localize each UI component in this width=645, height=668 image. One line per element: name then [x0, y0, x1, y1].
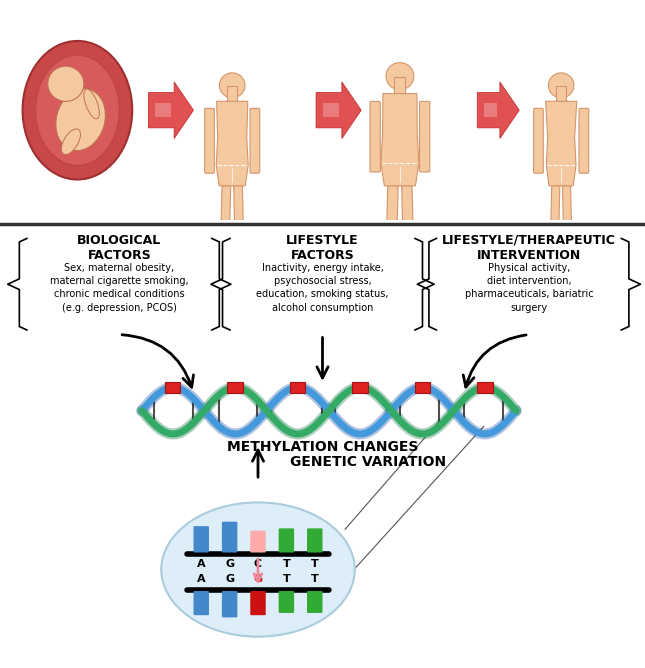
Text: T: T: [311, 574, 319, 584]
FancyBboxPatch shape: [204, 108, 214, 173]
Polygon shape: [148, 82, 193, 138]
Text: LIFESTYLE
FACTORS: LIFESTYLE FACTORS: [286, 234, 359, 263]
Polygon shape: [562, 186, 571, 259]
Text: C: C: [254, 559, 262, 569]
FancyBboxPatch shape: [579, 108, 589, 173]
Text: T: T: [283, 559, 290, 569]
FancyBboxPatch shape: [194, 526, 209, 552]
Polygon shape: [477, 82, 519, 138]
Text: GENETIC VARIATION: GENETIC VARIATION: [290, 455, 446, 469]
Text: T: T: [311, 559, 319, 569]
Polygon shape: [155, 103, 171, 118]
Polygon shape: [387, 186, 398, 265]
Circle shape: [48, 66, 84, 102]
FancyBboxPatch shape: [307, 528, 322, 552]
FancyBboxPatch shape: [222, 591, 237, 617]
Bar: [556, 86, 566, 102]
Text: G: G: [253, 574, 263, 584]
Text: A: A: [197, 559, 206, 569]
Text: G: G: [225, 574, 234, 584]
Circle shape: [161, 502, 355, 637]
FancyBboxPatch shape: [419, 102, 430, 172]
Polygon shape: [316, 82, 361, 138]
Polygon shape: [233, 186, 243, 259]
Bar: [227, 86, 237, 102]
FancyBboxPatch shape: [290, 382, 305, 393]
FancyBboxPatch shape: [164, 382, 180, 393]
Ellipse shape: [56, 89, 105, 151]
FancyBboxPatch shape: [227, 382, 243, 393]
Text: METHYLATION CHANGES: METHYLATION CHANGES: [227, 440, 418, 454]
Polygon shape: [216, 102, 248, 186]
FancyBboxPatch shape: [279, 591, 294, 613]
FancyBboxPatch shape: [194, 591, 209, 615]
Circle shape: [386, 63, 414, 90]
Ellipse shape: [35, 55, 119, 166]
Ellipse shape: [23, 41, 132, 180]
Polygon shape: [381, 94, 419, 186]
FancyBboxPatch shape: [279, 528, 294, 552]
Text: G: G: [225, 559, 234, 569]
Text: Inactivity, energy intake,
psychosocial stress,
education, smoking status,
alcoh: Inactivity, energy intake, psychosocial …: [256, 263, 389, 313]
FancyBboxPatch shape: [250, 591, 266, 615]
Polygon shape: [546, 102, 577, 186]
Circle shape: [548, 73, 574, 98]
Text: T: T: [283, 574, 290, 584]
Ellipse shape: [61, 129, 81, 154]
Text: A: A: [197, 574, 206, 584]
FancyBboxPatch shape: [415, 382, 430, 393]
FancyBboxPatch shape: [250, 108, 260, 173]
FancyBboxPatch shape: [477, 382, 493, 393]
Text: LIFESTYLE/THERAPEUTIC
INTERVENTION: LIFESTYLE/THERAPEUTIC INTERVENTION: [442, 234, 616, 263]
Polygon shape: [221, 186, 231, 259]
Text: BIOLOGICAL
FACTORS: BIOLOGICAL FACTORS: [77, 234, 161, 263]
FancyBboxPatch shape: [222, 522, 237, 552]
Polygon shape: [322, 103, 339, 118]
FancyBboxPatch shape: [250, 530, 266, 552]
Polygon shape: [402, 186, 413, 265]
FancyBboxPatch shape: [307, 591, 322, 613]
Polygon shape: [551, 186, 560, 259]
FancyBboxPatch shape: [533, 108, 543, 173]
FancyBboxPatch shape: [370, 102, 381, 172]
Polygon shape: [484, 103, 497, 118]
Text: Sex, maternal obesity,
maternal cigarette smoking,
chronic medical conditions
(e: Sex, maternal obesity, maternal cigarett…: [50, 263, 188, 313]
Ellipse shape: [84, 89, 99, 119]
Bar: [395, 77, 405, 94]
Text: Physical activity,
diet intervention,
pharmaceuticals, bariatric
surgery: Physical activity, diet intervention, ph…: [464, 263, 593, 313]
FancyBboxPatch shape: [352, 382, 368, 393]
Circle shape: [219, 73, 245, 98]
